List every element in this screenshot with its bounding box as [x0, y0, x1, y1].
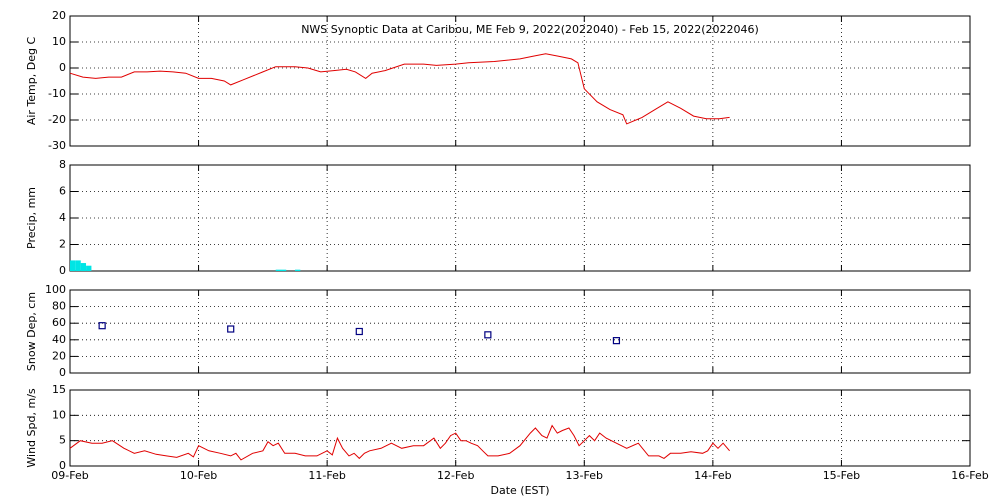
- x-tick-label: 16-Feb: [951, 469, 988, 482]
- y-tick-label: 100: [45, 283, 66, 296]
- x-tick-label: 14-Feb: [694, 469, 731, 482]
- y-tick-label: 0: [59, 366, 66, 379]
- y-tick-label: -10: [48, 87, 66, 100]
- y-tick-label: 80: [52, 300, 66, 313]
- x-tick-label: 12-Feb: [437, 469, 474, 482]
- bar: [295, 269, 301, 271]
- y-axis-label: Wind Spd, m/s: [25, 388, 38, 468]
- y-axis-label: Air Temp, Deg C: [25, 37, 38, 126]
- plot-frame: [69, 15, 971, 147]
- y-tick-label: -20: [48, 113, 66, 126]
- y-tick-label: 6: [59, 185, 66, 198]
- point: [612, 337, 621, 345]
- plot-frame: [69, 389, 971, 467]
- point: [355, 327, 363, 336]
- y-tick-label: -30: [48, 139, 66, 152]
- y-tick-label: 0: [59, 264, 66, 277]
- y-tick-label: 0: [59, 459, 66, 472]
- data-line: [69, 53, 730, 125]
- y-tick-label: 20: [52, 349, 66, 362]
- bar: [280, 269, 287, 271]
- y-tick-label: 5: [59, 434, 66, 447]
- data-line: [69, 424, 730, 461]
- x-tick-label: 09-Feb: [51, 469, 88, 482]
- x-axis-label: Date (EST): [490, 484, 549, 497]
- plot-frame: [69, 164, 971, 272]
- x-tick-label: 11-Feb: [308, 469, 345, 482]
- y-tick-label: 4: [59, 211, 66, 224]
- bar: [275, 269, 282, 271]
- x-tick-label: 10-Feb: [180, 469, 217, 482]
- y-axis-label: Precip, mm: [25, 187, 38, 249]
- x-tick-label: 13-Feb: [566, 469, 603, 482]
- y-tick-label: 0: [59, 61, 66, 74]
- y-tick-label: 2: [59, 238, 66, 251]
- y-tick-label: 8: [59, 158, 66, 171]
- plot-frame: [69, 289, 971, 374]
- y-axis-label: Snow Dep, cm: [25, 292, 38, 371]
- point: [227, 325, 235, 333]
- bar: [75, 260, 81, 271]
- y-tick-label: 10: [52, 35, 66, 48]
- y-tick-label: 40: [52, 333, 66, 346]
- bar: [86, 265, 92, 271]
- y-tick-label: 15: [52, 383, 66, 396]
- y-tick-label: 10: [52, 408, 66, 421]
- y-tick-label: 20: [52, 9, 66, 22]
- point: [484, 331, 492, 339]
- y-tick-label: 60: [52, 316, 66, 329]
- bar: [80, 263, 87, 271]
- x-tick-label: 15-Feb: [823, 469, 860, 482]
- point: [98, 322, 106, 330]
- bar: [70, 260, 76, 271]
- chart-title: NWS Synoptic Data at Caribou, ME Feb 9, …: [301, 23, 759, 36]
